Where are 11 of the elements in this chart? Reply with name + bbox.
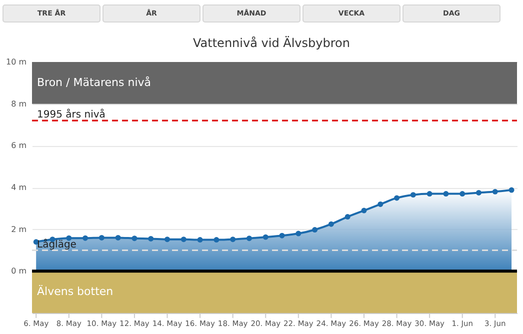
ref-line-label: 1995 års nivå [37,108,106,121]
y-tick-label: 2 m [11,224,27,234]
y-tick-label: 0 m [11,266,27,276]
y-tick-label: 8 m [11,99,27,108]
chart-title: Vattennivå vid Älvsbybron [193,36,350,50]
ref-line-label: Lågläge [37,238,76,250]
y-tick-label: 10 m [6,58,27,66]
y-tick-label: 4 m [11,183,27,192]
band-label: Bron / Mätarens nivå [37,76,152,89]
y-tick-label: 6 m [11,141,27,150]
band-label: Älvens botten [37,284,114,298]
